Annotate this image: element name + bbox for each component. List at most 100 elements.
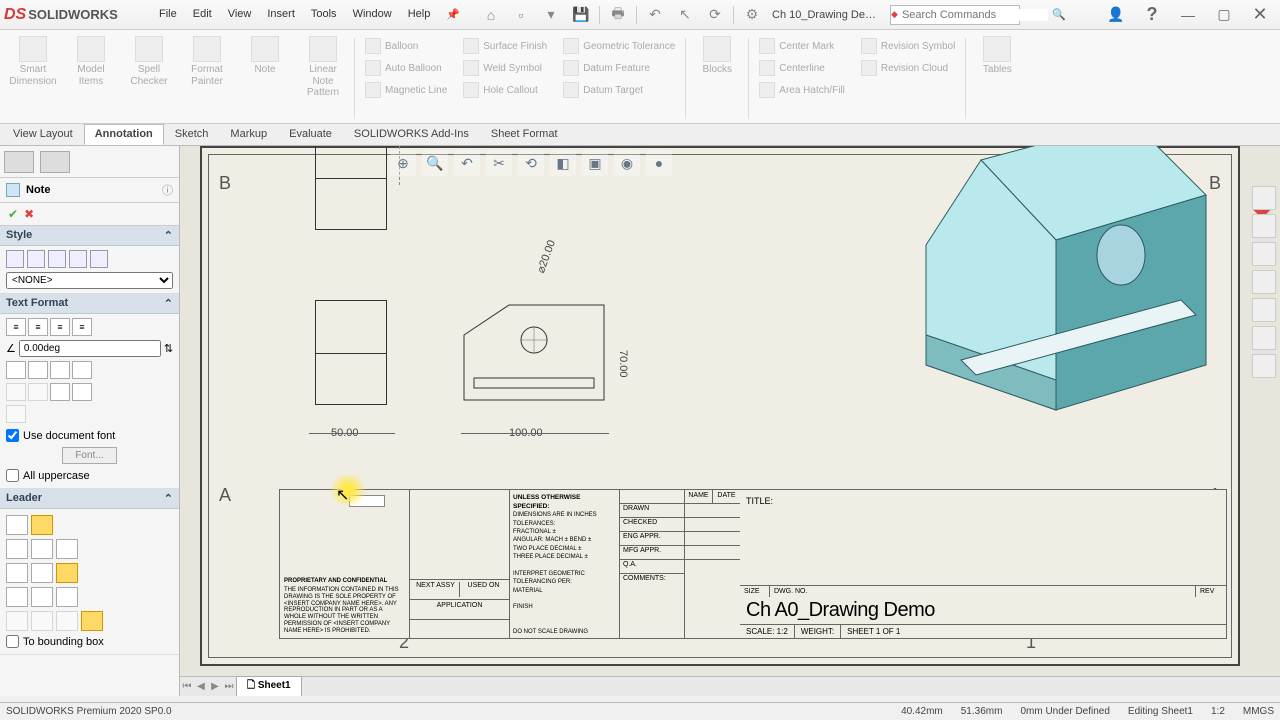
drawing-view-isometric[interactable] [861,146,1241,445]
nav-next[interactable]: ▶ [208,681,222,692]
dimension-d20[interactable]: ⌀20.00 [534,238,558,275]
search-input[interactable] [898,9,1048,21]
properties-icon[interactable] [1252,326,1276,350]
center-mark-button[interactable]: Center Mark [755,36,849,56]
zoom-area-icon[interactable]: 🔍 [422,150,448,176]
style-btn-4[interactable] [69,250,87,268]
search-commands[interactable]: ◆ 🔍 [890,5,1020,25]
centerline-button[interactable]: Centerline [755,58,849,78]
leader-header[interactable]: Leader⌃ [0,489,179,509]
sheet1-tab[interactable]: 🗋 Sheet1 [236,676,302,696]
note-pattern-button[interactable]: Linear Note Pattern [305,34,341,101]
home-panel-icon[interactable] [1252,186,1276,210]
angle-input[interactable] [19,340,161,357]
nav-first[interactable]: ⏮ [180,681,194,692]
prev-view-icon[interactable]: ↶ [454,150,480,176]
section-icon[interactable]: ✂ [486,150,512,176]
leader-opt[interactable] [6,515,28,535]
close-button[interactable]: ✕ [1244,3,1276,27]
title-block[interactable]: PROPRIETARY AND CONFIDENTIAL THE INFORMA… [279,489,1227,639]
ok-button[interactable]: ✔ [8,207,18,221]
drawing-view-top[interactable] [315,146,387,230]
fmt-1[interactable] [6,361,26,379]
area-hatch-button[interactable]: Area Hatch/Fill [755,80,849,100]
pin-icon[interactable]: 📌 [439,4,467,25]
menu-edit[interactable]: Edit [186,4,219,25]
view-icon[interactable]: ▣ [582,150,608,176]
all-uppercase-check[interactable]: All uppercase [6,467,173,484]
fmt-9[interactable] [6,405,26,423]
search-icon[interactable]: 🔍 [1048,8,1070,21]
blocks-button[interactable]: Blocks [701,34,734,78]
palette-icon[interactable] [1252,270,1276,294]
hole-callout-button[interactable]: Hole Callout [459,80,551,100]
eye-icon[interactable]: ◉ [614,150,640,176]
geo-tolerance-button[interactable]: Geometric Tolerance [559,36,679,56]
undo-icon[interactable]: ↶ [643,3,667,27]
fmt-4[interactable] [72,361,92,379]
help-icon[interactable]: ⓘ [162,182,173,198]
nav-prev[interactable]: ◀ [194,681,208,692]
fmt-2[interactable] [28,361,48,379]
menu-help[interactable]: Help [401,4,438,25]
use-doc-font-check[interactable]: Use document font [6,427,173,444]
smart-dimension-button[interactable]: Smart Dimension [7,34,58,89]
open-icon[interactable]: ▾ [539,3,563,27]
new-icon[interactable]: ▫ [509,3,533,27]
note-button[interactable]: Note [249,34,281,78]
style-btn-3[interactable] [48,250,66,268]
render-icon[interactable]: ● [646,150,672,176]
spinner-icon[interactable]: ⇅ [164,342,173,355]
tab-evaluate[interactable]: Evaluate [278,124,343,145]
status-units[interactable]: MMGS [1243,706,1274,717]
align-left[interactable]: ≡ [6,318,26,336]
cancel-button[interactable]: ✖ [24,207,34,221]
menu-view[interactable]: View [221,4,259,25]
resources-icon[interactable] [1252,214,1276,238]
forum-icon[interactable] [1252,354,1276,378]
to-bounding-check[interactable]: To bounding box [6,633,173,650]
drawing-canvas[interactable]: ⊕ 🔍 ↶ ✂ ⟲ ◧ ▣ ◉ ● B B A A 2 1 [180,146,1280,696]
home-icon[interactable]: ⌂ [479,3,503,27]
fmt-8[interactable] [72,383,92,401]
balloon-button[interactable]: Balloon [361,36,451,56]
rebuild-icon[interactable]: ⟳ [703,3,727,27]
user-icon[interactable]: 👤 [1100,3,1132,27]
model-items-button[interactable]: Model Items [75,34,107,89]
feature-tree-tab[interactable] [4,151,34,173]
save-icon[interactable]: 💾 [569,3,593,27]
zoom-fit-icon[interactable]: ⊕ [390,150,416,176]
rotate-icon[interactable]: ⟲ [518,150,544,176]
style-btn-2[interactable] [27,250,45,268]
drawing-view-front[interactable] [459,300,609,405]
display-icon[interactable]: ◧ [550,150,576,176]
revision-symbol-button[interactable]: Revision Symbol [857,36,959,56]
tab-markup[interactable]: Markup [219,124,278,145]
spell-checker-button[interactable]: Spell Checker [128,34,169,89]
tab-addins[interactable]: SOLIDWORKS Add-Ins [343,124,480,145]
font-button[interactable]: Font... [62,447,116,464]
datum-target-button[interactable]: Datum Target [559,80,679,100]
help-icon[interactable]: ? [1136,3,1168,27]
menu-window[interactable]: Window [346,4,399,25]
property-tab[interactable] [40,151,70,173]
style-btn-5[interactable] [90,250,108,268]
datum-feature-button[interactable]: Datum Feature [559,58,679,78]
weld-symbol-button[interactable]: Weld Symbol [459,58,551,78]
menu-file[interactable]: File [152,4,184,25]
auto-balloon-button[interactable]: Auto Balloon [361,58,451,78]
select-icon[interactable]: ↖ [673,3,697,27]
align-right[interactable]: ≡ [50,318,70,336]
tab-sheet-format[interactable]: Sheet Format [480,124,569,145]
note-placement-box[interactable] [349,495,385,507]
style-btn-1[interactable] [6,250,24,268]
dimension-70[interactable]: 70.00 [617,350,629,378]
print-icon[interactable]: 🖶 [606,3,630,27]
tab-sketch[interactable]: Sketch [164,124,220,145]
fmt-3[interactable] [50,361,70,379]
tables-button[interactable]: Tables [981,34,1014,78]
style-header[interactable]: Style⌃ [0,226,179,246]
fmt-5[interactable] [6,383,26,401]
textformat-header[interactable]: Text Format⌃ [0,294,179,314]
tab-annotation[interactable]: Annotation [84,124,164,145]
